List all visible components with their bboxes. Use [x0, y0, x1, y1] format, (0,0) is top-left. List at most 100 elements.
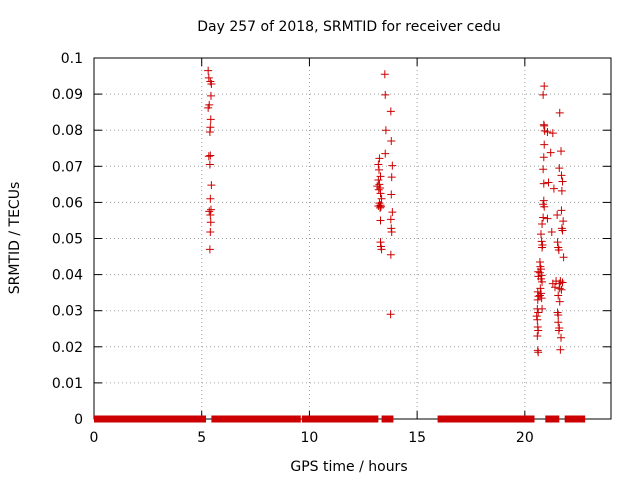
data-points — [204, 66, 568, 357]
y-tick-label: 0 — [74, 412, 83, 428]
data-point — [204, 152, 213, 161]
data-point — [534, 308, 543, 317]
x-tick-label: 5 — [197, 430, 206, 446]
data-point — [555, 108, 564, 117]
data-point — [539, 90, 548, 99]
x-tick-label: 0 — [90, 430, 99, 446]
data-point — [375, 154, 384, 163]
data-point — [532, 312, 541, 321]
data-point — [377, 245, 386, 254]
x-tick-label: 10 — [301, 430, 319, 446]
data-point — [374, 165, 383, 174]
data-point — [533, 315, 542, 324]
data-point — [374, 160, 383, 169]
data-point — [374, 185, 383, 194]
y-tick-label: 0.1 — [61, 51, 83, 67]
data-point — [539, 179, 548, 188]
y-tick-label: 0.02 — [52, 340, 83, 356]
chart-title: Day 257 of 2018, SRMTID for receiver ced… — [197, 19, 500, 35]
data-point — [207, 181, 216, 190]
plot-area-border — [93, 57, 612, 420]
data-point — [554, 246, 563, 255]
data-point — [539, 213, 548, 222]
data-point — [557, 206, 566, 215]
data-point — [204, 73, 213, 82]
data-point — [533, 331, 542, 340]
data-point — [536, 289, 545, 298]
y-tick-label: 0.07 — [52, 159, 83, 175]
data-point — [386, 215, 395, 224]
y-axis-label: SRMTID / TECUs — [7, 182, 23, 295]
data-point — [559, 253, 568, 262]
data-point — [558, 226, 567, 235]
data-point — [540, 202, 549, 211]
data-point — [381, 149, 390, 158]
data-point — [538, 243, 547, 252]
grid-lines — [94, 58, 611, 419]
data-point — [376, 216, 385, 225]
data-point — [388, 161, 397, 170]
data-point — [540, 82, 549, 91]
data-point — [543, 214, 552, 223]
data-point — [555, 164, 564, 173]
data-point — [205, 128, 214, 137]
data-point — [557, 333, 566, 342]
data-point — [207, 79, 216, 88]
data-point — [206, 115, 215, 124]
data-point — [387, 228, 396, 237]
data-point — [206, 91, 215, 100]
data-point — [550, 283, 559, 292]
data-point — [540, 121, 549, 130]
data-point — [554, 318, 563, 327]
data-point — [538, 304, 547, 313]
data-point — [534, 326, 543, 335]
data-point — [547, 228, 556, 237]
data-point — [206, 211, 215, 220]
data-point — [380, 70, 389, 79]
data-point — [206, 194, 215, 203]
x-axis-ticks: 0 5 10 15 20 — [90, 58, 534, 446]
data-point — [205, 245, 214, 254]
x-axis-label: GPS time / hours — [290, 459, 407, 475]
data-point — [556, 277, 565, 286]
data-point — [538, 220, 547, 229]
data-point — [206, 151, 215, 160]
data-point — [546, 148, 555, 157]
y-tick-label: 0.05 — [52, 232, 83, 248]
data-point — [386, 310, 395, 319]
data-point — [555, 297, 564, 306]
data-point — [376, 189, 385, 198]
data-point — [536, 265, 545, 274]
data-point — [553, 238, 562, 247]
data-point — [553, 211, 562, 220]
y-tick-label: 0.06 — [52, 195, 83, 211]
data-point — [374, 176, 383, 185]
data-point — [206, 205, 215, 214]
data-point — [377, 194, 386, 203]
data-point — [375, 180, 384, 189]
data-point — [387, 173, 396, 182]
y-tick-label: 0.08 — [52, 123, 83, 139]
data-point — [374, 202, 383, 211]
data-point — [543, 128, 552, 137]
data-point — [533, 295, 542, 304]
data-point — [205, 207, 214, 216]
data-point — [536, 284, 545, 293]
data-point — [537, 294, 546, 303]
data-point — [536, 230, 545, 239]
data-point — [557, 171, 566, 180]
data-point — [559, 217, 568, 226]
data-point — [549, 184, 558, 193]
data-point — [548, 129, 557, 138]
data-point — [204, 103, 213, 112]
y-tick-label: 0.04 — [52, 268, 83, 284]
data-point — [557, 186, 566, 195]
data-point — [556, 345, 565, 354]
data-point — [206, 218, 215, 227]
data-point — [557, 147, 566, 156]
data-point — [387, 190, 396, 199]
data-point — [204, 66, 213, 75]
y-axis-ticks: 0 0.01 0.02 0.03 0.04 0.05 0.06 0.07 0.08 0.09 0.1 — [52, 51, 611, 428]
data-point — [554, 311, 563, 320]
